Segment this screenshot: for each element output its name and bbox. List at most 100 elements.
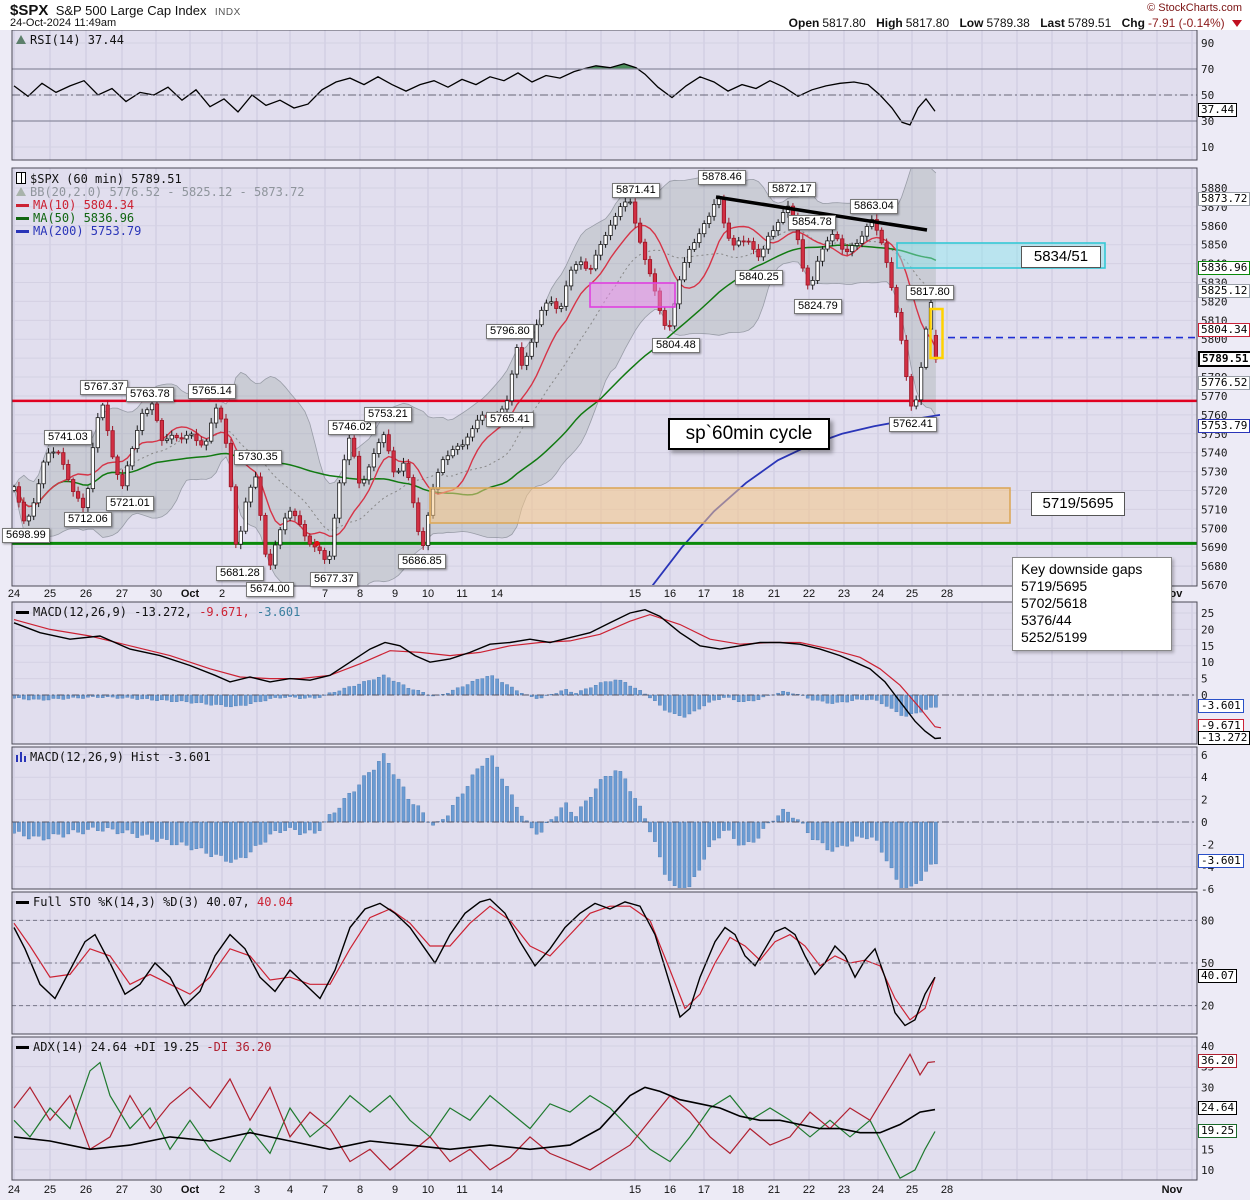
xaxis-label: 3	[254, 1184, 260, 1196]
xaxis-label: 2	[219, 588, 225, 600]
xaxis-label: 28	[941, 588, 953, 600]
open-value: 5817.80	[822, 16, 866, 30]
gaps-title: Key downside gaps	[1021, 561, 1143, 577]
sto-series	[13, 898, 936, 1027]
hist-ytick: 0	[1201, 816, 1208, 829]
main-ytick: 5680	[1201, 560, 1228, 573]
xaxis-label: Oct	[181, 588, 200, 600]
xaxis-label: Oct	[181, 1184, 200, 1196]
rsi-ytick: 30	[1201, 115, 1214, 128]
xaxis-label: 10	[422, 1184, 434, 1196]
macd-line-icon	[16, 611, 29, 614]
adx-legend: ADX(14) 24.64 +DI 19.25 -DI 36.20	[16, 1041, 271, 1054]
xaxis-label: 25	[906, 1184, 918, 1196]
ma10-line-icon	[16, 204, 29, 207]
xaxis-label: 11	[456, 588, 467, 600]
rsi-ytick: 90	[1201, 37, 1214, 50]
main-ytick: 5700	[1201, 522, 1228, 535]
chg-label: Chg	[1121, 16, 1145, 30]
band-icon	[16, 187, 26, 196]
adx-panel	[12, 1037, 1197, 1180]
adx-line-icon	[16, 1046, 29, 1049]
rsi-ytick: 70	[1201, 63, 1214, 76]
macd-legend: MACD(12,26,9) -13.272, -9.671, -3.601	[16, 606, 300, 619]
sto-ytick: 50	[1201, 957, 1214, 970]
hist-ytick: 6	[1201, 749, 1208, 762]
main-ytick: 5790	[1201, 352, 1228, 365]
xaxis-label: 17	[698, 588, 710, 600]
main-ytick: 5870	[1201, 201, 1228, 214]
price-legend-bb: BB(20,2.0) 5776.52 - 5825.12 - 5873.72	[16, 186, 305, 199]
trendline	[715, 195, 928, 232]
xaxis-label: 25	[44, 1184, 56, 1196]
adx-ytick: 10	[1201, 1164, 1214, 1177]
open-label: Open	[788, 16, 820, 30]
xaxis-label: 9	[392, 1184, 398, 1196]
main-ytick: 5750	[1201, 428, 1228, 441]
xaxis-label: 27	[116, 588, 128, 600]
xaxis-label: 4	[287, 1184, 293, 1196]
rsi-legend: RSI(14) 37.44	[16, 34, 124, 47]
hist-ytick: -2	[1201, 838, 1214, 851]
hist-ytick: -4	[1201, 861, 1215, 874]
low-value: 5789.38	[986, 16, 1030, 30]
zone-box	[589, 282, 676, 308]
main-ytick: 5740	[1201, 447, 1228, 460]
rsi-series	[13, 63, 936, 126]
xaxis-label: 16	[664, 588, 676, 600]
instrument-title: $SPX S&P 500 Large Cap Index INDX	[10, 2, 241, 19]
macd-ytick: 15	[1201, 640, 1214, 653]
candlestick-icon	[16, 172, 26, 184]
signal-dot	[314, 540, 320, 547]
price-legend-symbol: $SPX (60 min) 5789.51	[16, 172, 305, 186]
price-legend-ma10: MA(10) 5804.34	[16, 199, 305, 212]
gap-line: 5719/5695	[1021, 578, 1088, 594]
macd-ytick: 10	[1201, 656, 1214, 669]
main-ytick: 5860	[1201, 220, 1228, 233]
xaxis-label: Nov	[1162, 1184, 1184, 1196]
main-ytick: 5710	[1201, 503, 1228, 516]
xaxis-label: 18	[732, 588, 744, 600]
rsi-legend-text: RSI(14) 37.44	[30, 33, 124, 47]
sto-ytick: 20	[1201, 1000, 1214, 1013]
price-legend-ma50: MA(50) 5836.96	[16, 212, 305, 225]
chg-dropdown-icon[interactable]	[1232, 20, 1242, 27]
adx-ytick: 25	[1201, 1102, 1214, 1115]
xaxis-label: 26	[80, 1184, 92, 1196]
macd-ytick: 25	[1201, 607, 1214, 620]
main-ytick: 5800	[1201, 333, 1228, 346]
adx-ytick: 20	[1201, 1123, 1214, 1136]
xaxis-label: 22	[803, 1184, 815, 1196]
hist-ytick: -6	[1201, 883, 1214, 896]
ma200-line-icon	[16, 230, 29, 233]
main-ytick: 5770	[1201, 390, 1228, 403]
xaxis-label: 21	[768, 1184, 780, 1196]
area-chart-icon	[16, 35, 26, 44]
ma50-line-icon	[16, 217, 29, 220]
chart-header: $SPX S&P 500 Large Cap Index INDX 24-Oct…	[0, 0, 1250, 30]
sto-ytick: 80	[1201, 914, 1214, 927]
xaxis-label: 25	[44, 588, 56, 600]
low-label: Low	[959, 16, 984, 30]
current-candle-highlight	[929, 307, 944, 360]
sto-legend: Full STO %K(14,3) %D(3) 40.07, 40.04	[16, 896, 293, 909]
xaxis-label: 24	[872, 588, 884, 600]
adx-series	[13, 1053, 936, 1179]
last-label: Last	[1040, 16, 1065, 30]
main-ytick: 5760	[1201, 409, 1228, 422]
xaxis-label: 11	[456, 1184, 467, 1196]
high-value: 5817.80	[905, 16, 950, 30]
xaxis-label: 3	[254, 588, 260, 600]
histogram-icon	[16, 752, 27, 762]
gap-line: 5376/44	[1021, 612, 1072, 628]
adx-ytick: 40	[1201, 1040, 1214, 1053]
support-zone-label: 5719/5695	[1031, 492, 1125, 516]
xaxis-label: 28	[941, 1184, 953, 1196]
xaxis-label: 24	[8, 1184, 20, 1196]
main-ytick: 5690	[1201, 541, 1228, 554]
last-value: 5789.51	[1067, 16, 1112, 30]
hist-ytick: 4	[1201, 771, 1208, 784]
main-ytick: 5720	[1201, 484, 1228, 497]
copyright: © StockCharts.com	[1147, 2, 1242, 14]
